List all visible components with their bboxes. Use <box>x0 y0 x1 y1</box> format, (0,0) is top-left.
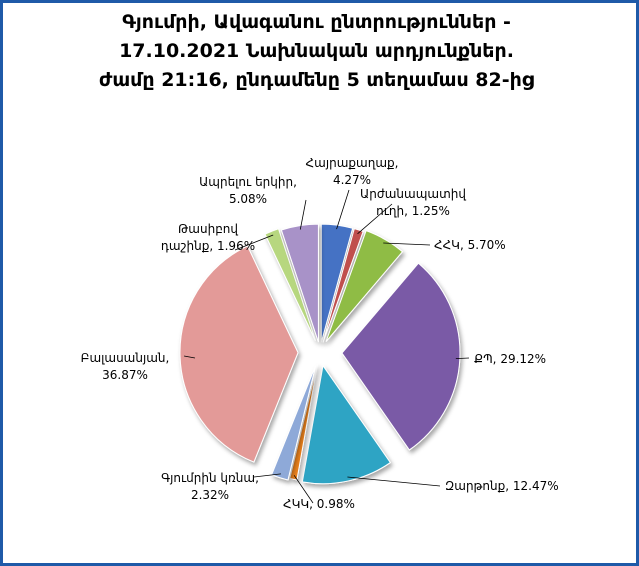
slice-label-9-line-1: Թասիբով <box>178 222 238 236</box>
chart-title-line-1: Գյումրի, Ավագանու ընտրություններ - <box>122 11 511 33</box>
slice-label-1-line-1: Հայրաքաղաք, <box>306 156 399 170</box>
slice-label-9: Թասիբով դաշինք, 1.96% <box>161 222 255 253</box>
slice-label-2-line-2: ուղի, 1.25% <box>376 204 450 218</box>
slice-label-6: ՀԿԿ, 0.98% <box>283 497 355 511</box>
slice-label-5-line-1: Զարթոնք, 12.47% <box>445 479 559 493</box>
leader-line-8 <box>183 355 196 359</box>
leader-line-3 <box>383 242 431 246</box>
slice-label-4-line-1: ՔՊ, 29.12% <box>474 352 546 366</box>
leader-line-7 <box>253 473 281 478</box>
slice-label-8: Բալասանյան, 36.87% <box>81 351 170 382</box>
slice-label-2-line-1: Արժանապատիվ <box>360 187 466 201</box>
slice-label-7: Գյումրին կռնա, 2.32% <box>161 471 259 502</box>
pie-slice-9 <box>264 228 317 342</box>
pie-slice-1 <box>320 223 354 343</box>
pie-slice-10 <box>280 223 319 343</box>
pie-slice-3 <box>325 230 404 342</box>
leader-line-9 <box>234 234 274 251</box>
leader-line-5 <box>347 476 441 487</box>
pie-slice-2 <box>322 228 364 343</box>
chart-title: Գյումրի, Ավագանու ընտրություններ - 17.10… <box>0 8 633 95</box>
leader-line-6 <box>293 475 314 504</box>
slice-label-8-line-1: Բալասանյան, <box>81 351 170 365</box>
slice-label-4: ՔՊ, 29.12% <box>474 352 546 366</box>
slice-label-5: Զարթոնք, 12.47% <box>445 479 559 493</box>
slice-label-7-line-1: Գյումրին կռնա, <box>161 471 259 485</box>
chart-title-line-2: 17.10.2021 Նախնական արդյունքներ. <box>119 40 514 62</box>
slice-label-8-line-2: 36.87% <box>102 368 148 382</box>
slice-label-7-line-2: 2.32% <box>191 488 229 502</box>
slice-label-3-line-1: ՀՀԿ, 5.70% <box>434 238 506 252</box>
leader-line-10 <box>299 199 307 230</box>
slice-label-10-line-2: 5.08% <box>229 192 267 206</box>
slice-label-9-line-2: դաշինք, 1.96% <box>161 239 255 253</box>
slice-label-1-line-2: 4.27% <box>333 173 371 187</box>
slice-label-10: Ապրելու երկիր, 5.08% <box>199 175 297 206</box>
pie-slice-8 <box>179 245 299 463</box>
slice-label-6-line-1: ՀԿԿ, 0.98% <box>283 497 355 511</box>
leader-line-4 <box>455 357 470 360</box>
slice-label-1: Հայրաքաղաք, 4.27% <box>306 156 399 187</box>
slice-label-3: ՀՀԿ, 5.70% <box>434 238 506 252</box>
chart-title-line-3: ժամը 21:16, ընդամենը 5 տեղամաս 82-ից <box>98 69 535 91</box>
slice-label-2: Արժանապատիվ ուղի, 1.25% <box>360 187 466 218</box>
slice-label-10-line-1: Ապրելու երկիր, <box>199 175 297 189</box>
leader-line-1 <box>336 189 350 230</box>
pie-slice-5 <box>301 364 392 485</box>
leader-line-2 <box>357 203 393 235</box>
